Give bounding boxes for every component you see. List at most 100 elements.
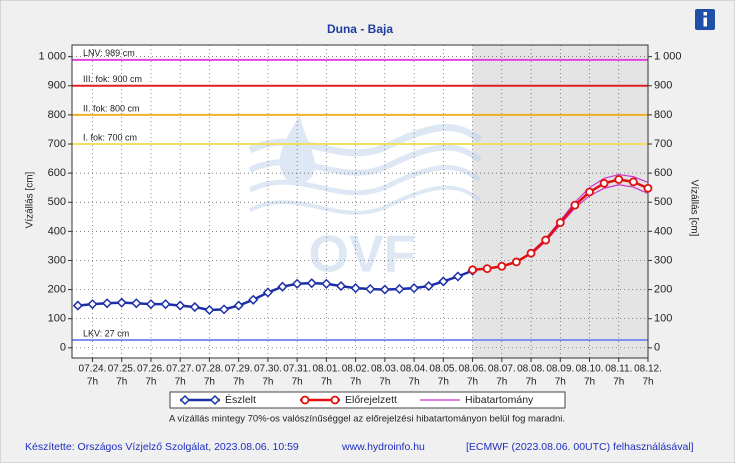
data-point <box>102 298 113 309</box>
chart-title: Duna - Baja <box>327 22 393 36</box>
x-tick-hour: 7h <box>87 377 98 388</box>
data-point <box>131 298 142 309</box>
data-point <box>423 281 434 292</box>
x-tick-hour: 7h <box>379 377 390 388</box>
data-point <box>379 284 390 295</box>
legend-marker <box>179 394 191 406</box>
x-tick-hour: 7h <box>321 377 332 388</box>
legend-marker <box>300 395 310 405</box>
x-tick-hour: 7h <box>262 377 273 388</box>
y-tick-label: 800 <box>48 109 66 121</box>
x-tick-label: 08.10. <box>576 364 604 375</box>
data-point <box>452 271 464 282</box>
watermark-wave <box>248 165 482 196</box>
x-tick-label: 08.01. <box>312 364 340 375</box>
y2-tick-label: 600 <box>654 167 672 179</box>
series-line <box>77 269 474 312</box>
data-point <box>87 299 98 310</box>
data-point <box>394 283 405 295</box>
data-point <box>233 300 244 311</box>
info-icon[interactable] <box>695 9 715 30</box>
x-tick-hour: 7h <box>350 377 361 388</box>
x-tick-label: 08.09. <box>546 364 574 375</box>
legend: Észlelt Előrejelzett Hibatartomány <box>169 391 566 409</box>
threshold-label: LNV: 989 cm <box>83 48 135 58</box>
y-tick-label: 200 <box>48 283 66 295</box>
data-point <box>248 294 259 305</box>
data-point <box>160 299 171 310</box>
threshold-label: II. fok: 800 cm <box>83 103 140 113</box>
legend-marker <box>330 395 340 405</box>
data-point <box>145 299 157 310</box>
threshold-label: I. fok: 700 cm <box>83 132 137 142</box>
data-point <box>350 283 361 294</box>
data-point <box>116 297 127 308</box>
threshold-label: LKV: 27 cm <box>83 328 129 338</box>
x-tick-hour: 7h <box>642 377 653 388</box>
data-point <box>321 278 332 289</box>
y2-tick-label: 100 <box>654 313 672 325</box>
x-tick-hour: 7h <box>438 377 449 388</box>
x-tick-label: 07.27. <box>166 364 194 375</box>
data-point <box>570 200 580 210</box>
data-point <box>409 283 420 294</box>
x-tick-label: 07.31. <box>283 364 311 375</box>
y2-tick-label: 1 000 <box>654 51 682 63</box>
y2-tick-label: 400 <box>654 225 672 237</box>
data-point <box>512 257 521 267</box>
legend-label: Hibatartomány <box>465 394 534 406</box>
data-point <box>72 300 83 311</box>
x-tick-hour: 7h <box>116 377 127 388</box>
x-tick-hour: 7h <box>613 377 624 388</box>
legend-box <box>169 391 566 409</box>
x-tick-label: 08.07. <box>488 364 516 375</box>
y2-tick-label: 800 <box>654 109 672 121</box>
y-tick-label: 900 <box>48 80 66 92</box>
data-point <box>218 304 230 315</box>
watermark-wave <box>248 124 483 157</box>
x-tick-hour: 7h <box>496 377 507 388</box>
legend-label: Észlelt <box>225 393 256 406</box>
footer-site: www.hydroinfo.hu <box>341 441 425 453</box>
y2-tick-label: 0 <box>654 342 660 354</box>
y2-tick-label: 300 <box>654 254 672 266</box>
threshold-label: III. fok: 900 cm <box>83 74 142 84</box>
data-point <box>365 283 376 295</box>
x-tick-hour: 7h <box>555 377 566 388</box>
x-tick-hour: 7h <box>409 377 420 388</box>
x-tick-label: 08.06. <box>459 364 487 375</box>
y-tick-label: 600 <box>48 167 66 179</box>
legend-marker <box>209 394 221 406</box>
x-tick-label: 08.05. <box>429 364 457 375</box>
plot-border <box>71 44 649 359</box>
info-dot <box>703 12 707 16</box>
data-point <box>468 265 477 275</box>
data-point <box>541 235 551 245</box>
y2-tick-label: 500 <box>654 196 672 208</box>
x-tick-label: 08.12. <box>634 364 662 375</box>
note: A vízállás mintegy 70%-os valószínűségge… <box>169 414 565 425</box>
y-tick-label: 300 <box>48 254 66 266</box>
data-point <box>628 177 638 187</box>
data-point <box>335 281 347 292</box>
data-point <box>585 187 594 197</box>
x-tick-hour: 7h <box>525 377 536 388</box>
watermark: OVF <box>248 115 483 284</box>
x-tick-hour: 7h <box>467 377 478 388</box>
x-tick-label: 07.29. <box>225 364 253 375</box>
data-point <box>599 178 609 188</box>
y-tick-label: 1 000 <box>38 51 66 63</box>
x-tick-hour: 7h <box>584 377 595 388</box>
footer-author: Készítette: Országos Vízjelző Szolgálat,… <box>25 441 299 453</box>
x-tick-label: 07.30. <box>254 364 282 375</box>
y2-tick-label: 200 <box>654 283 672 295</box>
y-tick-label: 100 <box>48 313 66 325</box>
x-tick-hour: 7h <box>204 377 215 388</box>
x-tick-hour: 7h <box>145 377 156 388</box>
y2-tick-label: 700 <box>654 138 672 150</box>
data-point <box>614 175 624 184</box>
y-tick-label: 0 <box>60 342 66 354</box>
x-tick-hour: 7h <box>233 377 244 388</box>
x-tick-label: 08.02. <box>342 364 370 375</box>
